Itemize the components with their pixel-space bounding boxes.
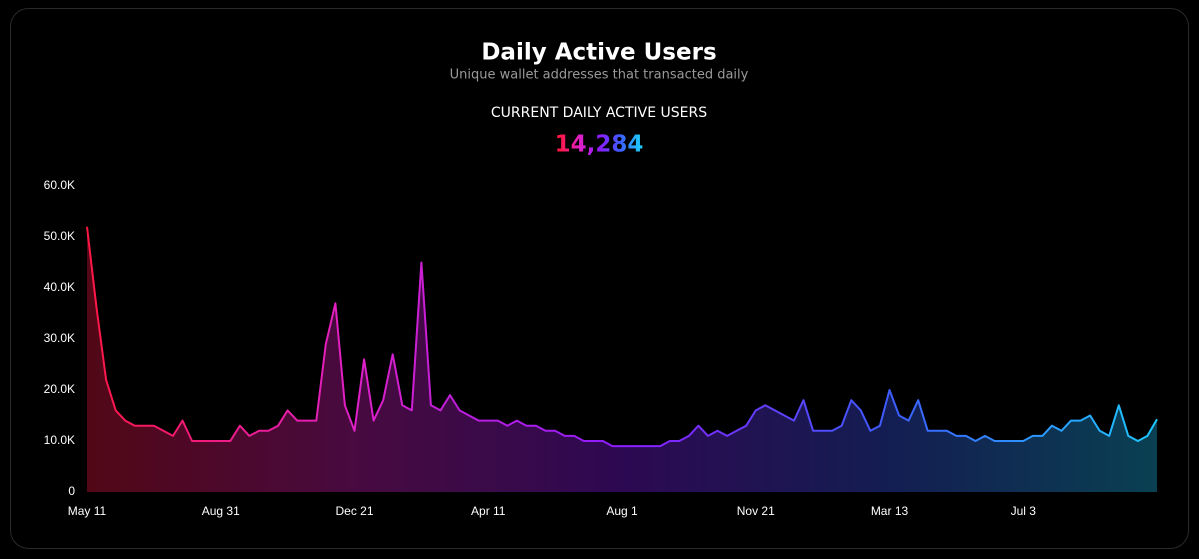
x-tick-label: Aug 31 xyxy=(202,504,240,518)
x-tick-label: Aug 1 xyxy=(606,504,638,518)
x-tick-label: May 11 xyxy=(68,504,107,518)
kpi-label: CURRENT DAILY ACTIVE USERS xyxy=(491,105,707,121)
y-tick-label: 20.0K xyxy=(44,382,75,396)
subtitle: Unique wallet addresses that transacted … xyxy=(450,68,749,83)
y-tick-label: 30.0K xyxy=(44,331,75,345)
y-tick-label: 0 xyxy=(68,484,75,498)
x-tick-label: Apr 11 xyxy=(471,504,506,518)
x-tick-label: Nov 21 xyxy=(737,504,775,518)
x-tick-label: Mar 13 xyxy=(871,504,909,518)
x-tick-label: Jul 3 xyxy=(1011,504,1037,518)
kpi-value: 14,284 xyxy=(555,132,644,158)
x-tick-label: Dec 21 xyxy=(335,504,373,518)
area xyxy=(87,226,1157,493)
title: Daily Active Users xyxy=(481,40,716,66)
y-tick-label: 50.0K xyxy=(44,229,75,243)
y-tick-label: 40.0K xyxy=(44,280,75,294)
line xyxy=(86,226,1158,448)
y-tick-label: 60.0K xyxy=(44,178,75,192)
y-tick-label: 10.0K xyxy=(44,433,75,447)
